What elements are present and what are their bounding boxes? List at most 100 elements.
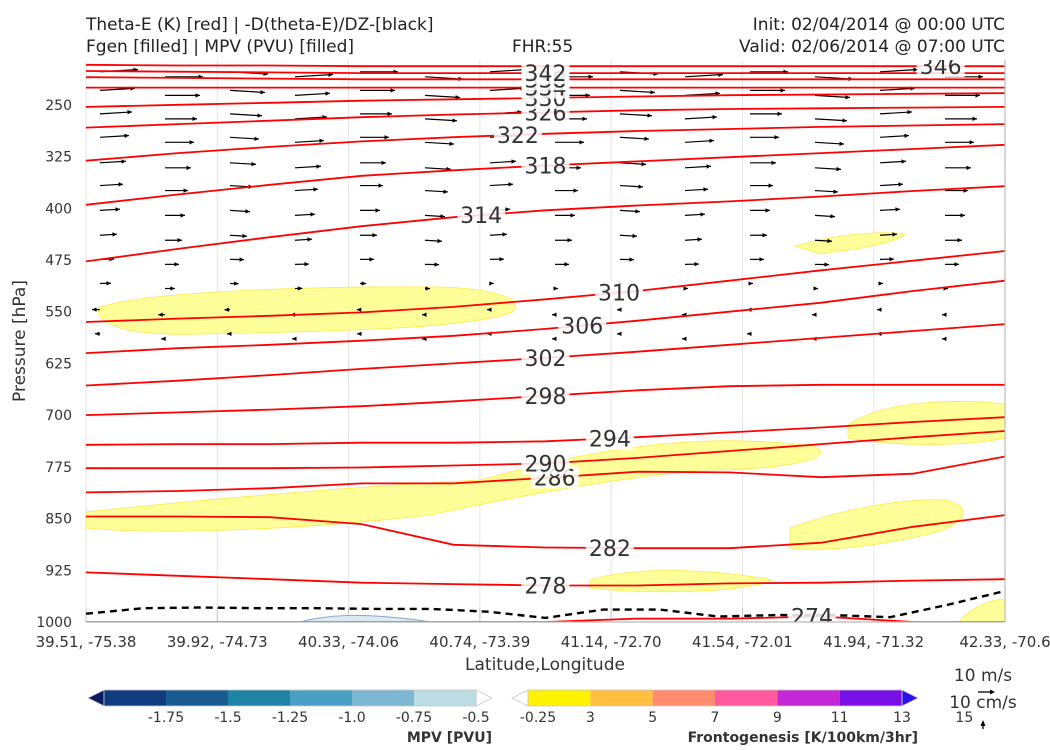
wind-vector-head (189, 140, 194, 145)
wind-vector-head (1028, 185, 1033, 189)
wind-vector-head (813, 286, 818, 291)
wind-vector (1010, 72, 1048, 74)
theta-e-label-278: 278 (525, 574, 567, 599)
wind-vector-head (387, 111, 392, 117)
wind-vector-head (892, 232, 897, 237)
wind-vector-head (878, 281, 883, 286)
wind-vector-head (127, 110, 132, 115)
wind-vector-head (836, 166, 841, 172)
mpv-colorbar-segment (166, 690, 228, 706)
theta-e-label-346: 346 (920, 55, 962, 80)
y-tick-label: 550 (45, 305, 72, 321)
x-tick-label: 40.74, -73.39 (429, 633, 530, 651)
wind-vector-head (709, 138, 714, 144)
frontogenesis-area (789, 499, 964, 550)
theta-e-contour-282 (86, 514, 1005, 550)
wind-vector-head (115, 207, 120, 212)
contour-labels: 2742782822862902942983023063103143183223… (457, 55, 965, 622)
wind-vector-head (106, 281, 111, 286)
wind-vector-head (1037, 113, 1042, 117)
mpv-colorbar-tick-label: -0.25 (520, 710, 556, 726)
wind-vector-head (378, 183, 383, 188)
theta-e-label-310: 310 (598, 282, 640, 307)
frontogenesis-colorbar-segment (777, 690, 840, 706)
theta-e-label-302: 302 (525, 347, 567, 372)
frontogenesis-colorbar-lower-extend (511, 689, 529, 707)
x-tick-label: 41.94, -71.32 (823, 633, 924, 651)
theta-e-label-322: 322 (497, 124, 539, 149)
x-tick-label: 39.92, -74.73 (167, 633, 268, 651)
wind-vector-head (957, 238, 962, 243)
wind-vector-head (183, 188, 188, 193)
mpv-colorbar-tick-label: -1.25 (272, 710, 308, 726)
wind-vector-head (227, 331, 232, 336)
frontogenesis-colorbar-tick-label: 13 (893, 710, 911, 726)
wind-vector (229, 136, 260, 140)
wind-vector (684, 73, 724, 78)
y-tick-label: 700 (45, 408, 72, 424)
frontogenesis-area (959, 599, 1005, 622)
contour-label-bg (916, 60, 965, 78)
frontogenesis-area (97, 286, 516, 335)
frontogenesis-area (86, 440, 822, 532)
wind-vector-head (1008, 281, 1013, 285)
wind-vector-head (567, 238, 572, 243)
wind-vector-head (638, 184, 643, 189)
y-tick-label: 250 (45, 98, 72, 114)
wind-vector-head (780, 88, 785, 93)
wind-vector-head (511, 159, 516, 164)
wind-vector-head (437, 238, 442, 244)
contour-label-bg (585, 537, 634, 560)
wind-vector-head (297, 286, 303, 291)
wind-vector-head (319, 138, 324, 144)
wind-vector-head (195, 93, 200, 98)
wind-vector-head (192, 116, 197, 122)
frontogenesis-colorbar-tick-label: 7 (711, 710, 720, 726)
wind-legend-arrows (978, 689, 995, 729)
wind-vector-head (748, 281, 753, 286)
wind-vector-head (827, 238, 832, 244)
forecast-hour: FHR:55 (512, 37, 574, 57)
wind-vector-head (942, 312, 947, 317)
mpv-colorbar-segment (352, 690, 414, 706)
mpv-colorbar: -1.75 -1.5 -1.25 -1.0 -0.75 -0.5 -0.25 (87, 689, 556, 726)
y-tick-label: 1000 (36, 615, 72, 631)
wind-vector-head (489, 281, 494, 286)
wind-vector-head (95, 331, 100, 336)
wind-vector-head (641, 161, 646, 167)
wind-vector (229, 113, 263, 117)
title-line-2: Fgen [filled] | MPV (PVU) [filled] (86, 37, 355, 57)
mpv-area (299, 614, 431, 622)
theta-e-label-290: 290 (525, 452, 567, 477)
mpv-colorbar-tick-label: -1.5 (214, 710, 241, 726)
wind-vector-head (969, 140, 974, 145)
wind-vector (489, 87, 526, 92)
dthetae-dz-contour (86, 589, 1005, 620)
y-tick-label: 475 (45, 253, 72, 269)
wind-vector-head (124, 133, 129, 139)
wind-vector-head (954, 262, 959, 267)
theta-e-label-318: 318 (525, 155, 567, 180)
theta-e-label-306: 306 (561, 315, 603, 340)
wind-vector-head (304, 261, 309, 267)
wind-vector-head (174, 262, 179, 267)
wind-vector-head (121, 159, 126, 164)
wind-vector-head (978, 74, 983, 79)
wind-vector-head (712, 115, 717, 120)
contour-label-bg (585, 427, 634, 450)
wind-vector-head (960, 213, 965, 218)
frontogenesis-colorbar-upper-extend (901, 689, 919, 707)
wind-vector-head (372, 233, 377, 238)
wind-vector-head (1043, 72, 1048, 76)
theta-e-contour-294 (86, 416, 1005, 446)
wind-vector (1010, 163, 1036, 165)
wind-vector-head (700, 212, 705, 217)
wind-vector-head (617, 307, 622, 312)
wind-vector-head (357, 331, 362, 337)
wind-vector-head (777, 111, 782, 117)
wind-vector (1010, 137, 1039, 139)
wind-vector-head (824, 262, 829, 267)
wind-vector (229, 89, 266, 94)
wind-vector-head (564, 262, 569, 267)
wind-vector-head (963, 188, 968, 193)
